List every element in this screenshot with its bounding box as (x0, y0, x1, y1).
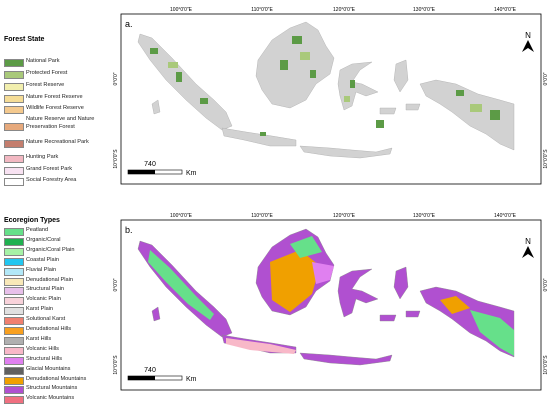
legend-label: Hunting Park (26, 154, 59, 160)
legend-label: Nature Reserve and Nature Preservation F… (26, 116, 95, 130)
legend-label: Denudational Hills (26, 326, 72, 332)
legend-label: Forest Reserve (26, 82, 65, 88)
legend-swatch (4, 376, 24, 385)
scale-unit: Km (186, 376, 197, 383)
longitude-label: 140°0'0"E (494, 213, 517, 219)
map-frame (120, 219, 542, 391)
latitude-label: 10°0'0"S (113, 355, 119, 375)
legend-label: Karst Plain (26, 306, 54, 313)
longitude-label: 140°0'0"E (494, 7, 517, 13)
legend-label: Denudational Mountains (26, 375, 87, 382)
legend-swatch (4, 106, 24, 114)
legend-label: Solutional Karst (26, 316, 66, 323)
legend-label: Structural Mountains (26, 385, 78, 392)
latitude-label: 0°0'0" (543, 72, 549, 85)
legend-label: Karst Hills (26, 335, 52, 342)
longitude-label: 110°0'0"E (251, 213, 273, 219)
legend-swatch (4, 155, 24, 163)
legend-label: Grand Forest Park (26, 166, 73, 172)
panel-label: b. (125, 225, 133, 235)
panel-label: a. (125, 19, 133, 29)
legend-label: Glacial Mountains (26, 365, 71, 372)
longitude-label: 130°0'0"E (413, 213, 436, 219)
legend-swatch (4, 366, 24, 375)
longitude-label: 110°0'0"E (251, 7, 273, 13)
legend-swatch (4, 297, 24, 306)
legend-swatch (4, 228, 24, 236)
legend-label: Wildlife Forest Reserve (26, 105, 84, 111)
legend-swatch (4, 95, 24, 103)
legend-label: Organic/Coral Plain (26, 246, 75, 253)
scale-bar (128, 170, 155, 174)
legend-swatch (4, 327, 24, 335)
legend-label: National Park (26, 58, 60, 64)
latitude-label: 10°0'0"S (113, 149, 119, 169)
north-label: N (525, 31, 531, 40)
legend-swatch (4, 257, 24, 266)
legend-label: Volcanic Mountains (26, 395, 75, 402)
legend-swatch (4, 287, 24, 296)
ecoregion-patches (148, 236, 514, 356)
latitude-label: 0°0'0" (543, 278, 549, 291)
legend-label: Volcanic Plain (26, 296, 61, 303)
north-label: N (525, 237, 531, 246)
legend-swatch (4, 167, 24, 175)
legend-swatch (4, 386, 24, 395)
longitude-label: 100°0'0"E (170, 213, 193, 219)
legend-label: Coastal Plain (26, 256, 59, 263)
longitude-label: 120°0'0"E (333, 213, 356, 219)
legend-swatch (4, 83, 24, 91)
latitude-label: 0°0'0" (113, 278, 119, 291)
legend-swatch (4, 140, 24, 148)
legend-label: Structural Hills (26, 355, 63, 362)
legend-swatch (4, 178, 24, 186)
legend-title: Ecoregion Types (4, 217, 60, 224)
latitude-label: 10°0'0"S (543, 149, 549, 169)
latitude-label: 0°0'0" (113, 72, 119, 85)
north-arrow (522, 246, 534, 258)
legend-title: Forest State (4, 36, 45, 43)
legend-swatch (4, 59, 24, 67)
legend-label: Nature Recreational Park (26, 139, 89, 145)
legend-swatch (4, 307, 24, 316)
longitude-label: 130°0'0"E (413, 7, 436, 13)
legend-label: Peatland (26, 227, 49, 233)
legend-swatch (4, 237, 24, 246)
legend-label: Volcanic Hills (26, 345, 59, 352)
legend-label: Fluvial Plain (26, 266, 57, 273)
legend-swatch (4, 247, 24, 256)
legend-label: Denudational Plain (26, 276, 73, 283)
longitude-label: 120°0'0"E (333, 7, 356, 13)
legend-swatch (4, 396, 24, 405)
scale-unit: Km (186, 170, 197, 177)
legend-swatch (4, 267, 24, 276)
legend-swatch (4, 346, 24, 355)
scale-value: 740 (144, 161, 156, 168)
legend-label: Social Forestry Area (26, 177, 77, 183)
legend-swatch (4, 123, 24, 131)
legend-swatch (4, 317, 24, 326)
legend-swatch (4, 356, 24, 365)
latitude-label: 10°0'0"S (543, 355, 549, 375)
longitude-label: 100°0'0"E (170, 7, 193, 13)
legend-label: Organic/Coral (26, 236, 61, 243)
legend-label: Nature Forest Reserve (26, 94, 83, 100)
legend-label: Protected Forest (26, 70, 68, 76)
legend-swatch (4, 71, 24, 79)
map-frame (120, 13, 542, 185)
legend-label: Structural Plain (26, 286, 64, 293)
scale-bar (128, 376, 155, 380)
north-arrow (522, 40, 534, 52)
forest-patches (150, 36, 500, 136)
legend-swatch (4, 277, 24, 286)
legend-swatch (4, 336, 24, 345)
scale-value: 740 (144, 367, 156, 374)
